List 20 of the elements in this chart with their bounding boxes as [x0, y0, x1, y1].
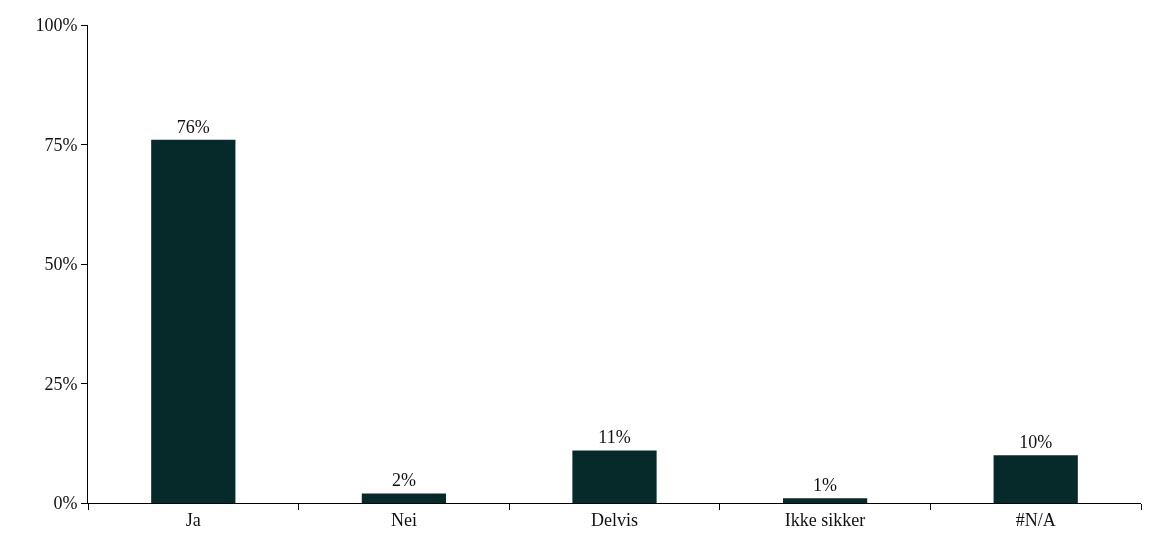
data-label: 1% [813, 475, 838, 496]
x-tick-label: #N/A [1015, 509, 1056, 530]
bar [782, 498, 868, 503]
y-tick-label: 100% [35, 15, 78, 36]
y-tick-label: 25% [44, 373, 78, 394]
x-tick-label: Delvis [591, 509, 638, 530]
y-tick-label: 50% [44, 254, 78, 275]
y-tick-label: 75% [44, 134, 78, 155]
x-tick-label: Nei [390, 509, 417, 530]
bar [572, 450, 657, 503]
data-label: 76% [176, 116, 210, 137]
bar [993, 455, 1078, 503]
bar [151, 139, 236, 503]
data-label: 10% [1019, 432, 1053, 453]
data-label: 2% [391, 470, 416, 491]
bar [361, 493, 447, 503]
x-tick-label: Ikke sikker [784, 509, 866, 530]
data-label: 11% [598, 427, 631, 448]
x-tick-label: Ja [185, 509, 201, 530]
y-tick-label: 0% [53, 493, 78, 514]
